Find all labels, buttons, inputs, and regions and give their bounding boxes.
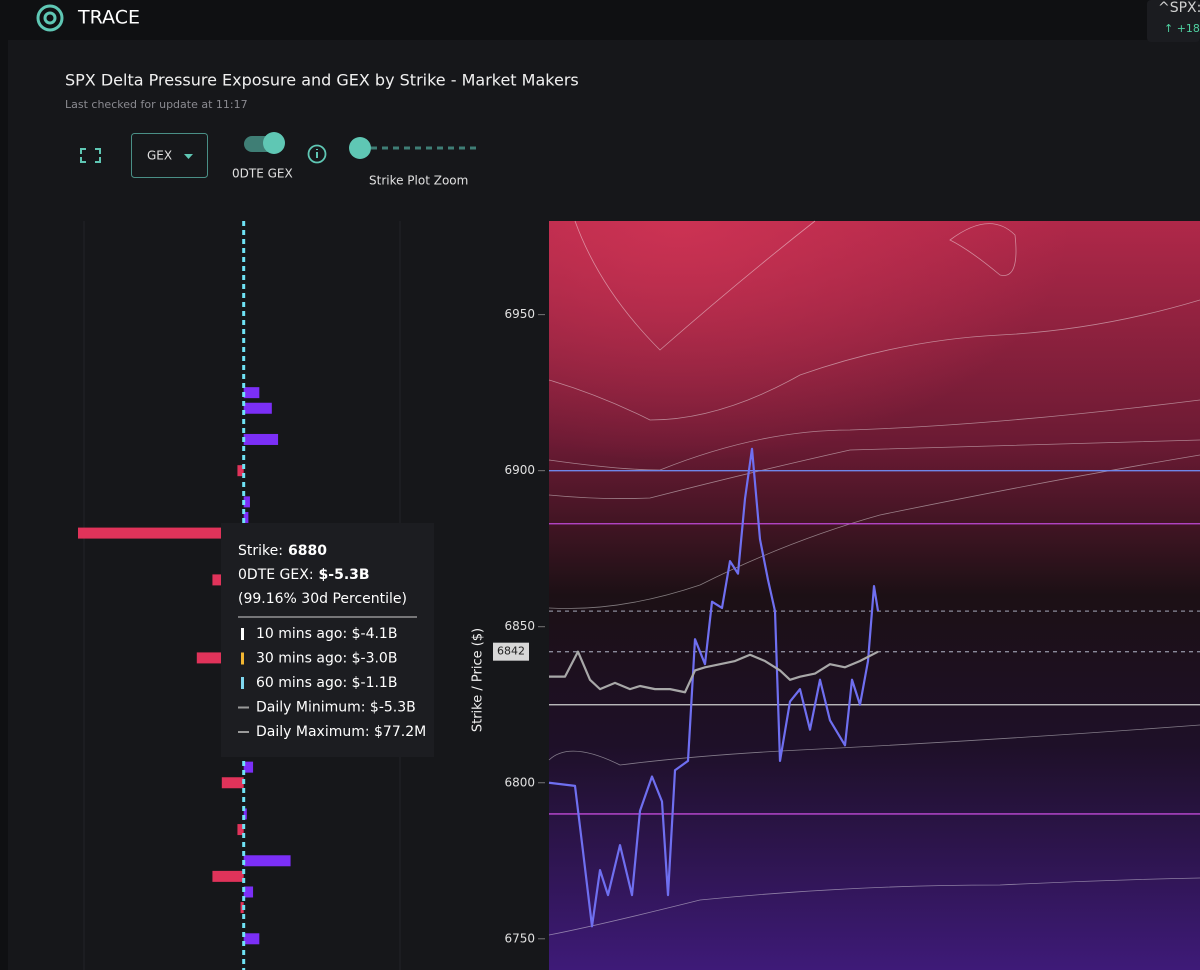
history-marker <box>241 652 244 665</box>
history-line: Daily Minimum: $-5.3B <box>256 700 416 716</box>
tooltip-text: 0DTE GEX: <box>238 567 314 583</box>
gex-bar <box>243 402 272 414</box>
tooltip-text: $-5.3B <box>319 567 370 583</box>
history-marker <box>238 706 249 709</box>
series-line <box>549 650 879 694</box>
tooltip-text: Strike: <box>238 543 283 559</box>
gex-bar <box>237 465 244 477</box>
dropdown[interactable] <box>131 133 208 178</box>
series-line <box>548 447 880 928</box>
ticker-box <box>1147 0 1200 42</box>
brand: TRACE <box>77 7 140 29</box>
gex-bar <box>243 433 279 445</box>
history-marker <box>241 628 244 640</box>
slider-knob[interactable] <box>349 137 371 159</box>
toggle-knob[interactable] <box>263 132 285 154</box>
y-tick-label: 6750 <box>504 931 535 945</box>
tooltip-text: 6880 <box>288 543 327 559</box>
history-marker <box>238 731 249 733</box>
y-tick-label: 6850 <box>504 619 535 633</box>
history-line: 30 mins ago: $-3.0B <box>256 651 397 667</box>
gex-bar <box>243 387 260 399</box>
gex-bar <box>243 886 254 898</box>
y-tick-label: 6900 <box>504 463 535 477</box>
dropdown-arrow[interactable] <box>184 154 193 159</box>
y-tick-label: 6950 <box>504 307 535 321</box>
price-label: 6842 <box>497 645 525 658</box>
gex-bar <box>243 855 291 867</box>
gex-bar <box>243 933 260 945</box>
gex-bar <box>78 527 244 539</box>
price-label-box <box>493 642 529 661</box>
history-marker <box>241 677 244 689</box>
toggle-label: 0DTE GEX <box>232 167 293 181</box>
dropdown-label[interactable]: GEX <box>147 149 172 163</box>
gex-bar <box>196 652 244 664</box>
gex-bar <box>243 808 247 820</box>
history-line: Daily Maximum: $77.2M <box>256 724 426 740</box>
gex-bar <box>243 496 250 508</box>
tooltip-text: (99.16% 30d Percentile) <box>238 591 407 607</box>
gex-bar <box>212 870 244 882</box>
tooltip-box <box>221 523 434 757</box>
gex-bar <box>240 902 244 914</box>
tooltip-line: 0DTE GEX: $-5.3B <box>238 567 370 583</box>
fullscreen-icon[interactable] <box>80 148 101 163</box>
ticker: ^SPX: <box>1158 0 1200 16</box>
charts: 6750 6800 6850 6900 6950 Strike / Price ($) 68… <box>78 221 1200 970</box>
gex-bar <box>243 511 249 523</box>
heatmap-glow <box>549 221 1200 621</box>
slider-label: Strike Plot Zoom <box>369 174 468 188</box>
gex-bar <box>243 761 254 773</box>
logo <box>36 4 64 32</box>
tooltip: Strike: 6880 0DTE GEX: $-5.3B (99.16% 30d Pe… <box>221 523 434 757</box>
contours <box>548 220 1200 936</box>
info-icon[interactable] <box>307 144 327 164</box>
y-tick-label: 6800 <box>504 775 535 789</box>
panel-title: SPX Delta Pressure Exposure and GEX by S… <box>65 71 579 90</box>
history-line: 60 mins ago: $-1.1B <box>256 675 397 691</box>
tooltip-line: Strike: 6880 <box>238 543 327 559</box>
gex-bar <box>237 824 244 836</box>
y-axis-label: Strike / Price ($) <box>471 628 486 732</box>
tooltip-line: (99.16% 30d Percentile) <box>238 591 407 607</box>
ticker-change: ↑ +18. <box>1164 22 1200 35</box>
history-line: 10 mins ago: $-4.1B <box>256 626 397 642</box>
gex-bar <box>221 777 244 789</box>
panel-subtitle: Last checked for update at 11:17 <box>65 98 248 111</box>
